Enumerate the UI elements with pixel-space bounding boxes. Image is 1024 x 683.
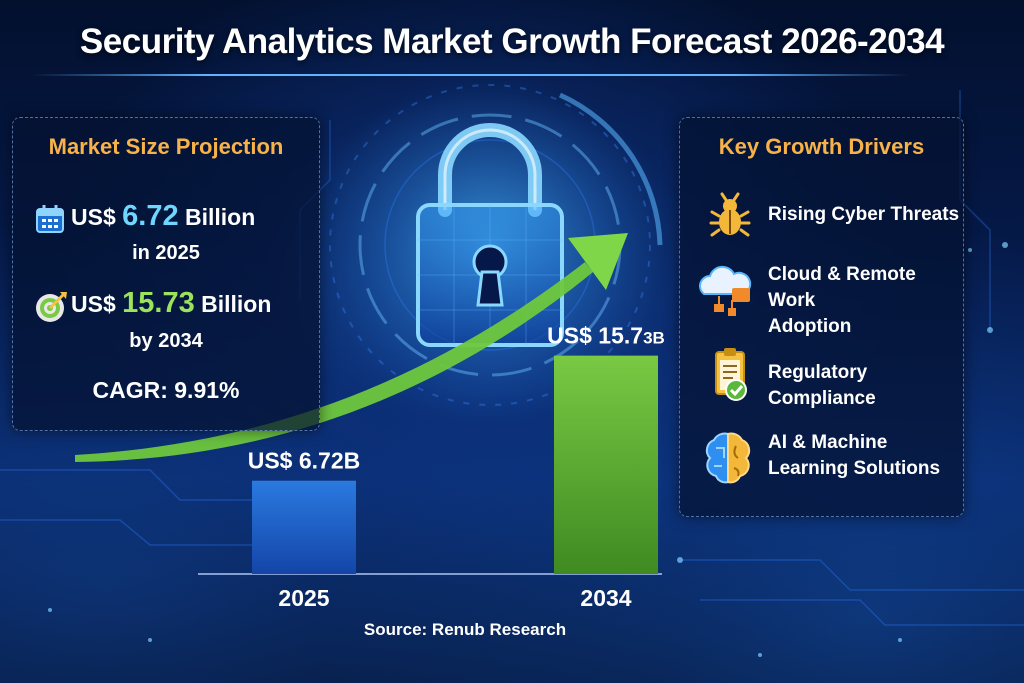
market-value-2034: 15.73 — [122, 287, 195, 319]
growth-drivers-panel: Key Growth Drivers Rising Cyber Threats — [679, 117, 964, 517]
driver-label-line: Adoption — [768, 316, 852, 337]
driver-label: AI & Machine Learning Solutions — [768, 430, 963, 482]
currency-prefix: US$ — [71, 204, 123, 230]
driver-label-line: Rising Cyber Threats — [768, 204, 960, 225]
market-size-heading: Market Size Projection — [48, 134, 284, 159]
data-label-2034: US$ 15.73B — [547, 323, 665, 349]
growth-arrow — [75, 233, 628, 462]
calendar-icon — [36, 205, 64, 233]
growth-drivers-heading: Key Growth Drivers — [718, 134, 925, 159]
driver-label-line: Cloud & Remote Work — [768, 264, 916, 311]
driver-item-cyber-threats: Rising Cyber Threats — [692, 188, 959, 248]
bug-icon — [709, 192, 751, 237]
brain-icon — [705, 432, 751, 484]
driver-item-compliance: Regulatory Compliance — [692, 346, 958, 409]
currency-prefix: US$ — [71, 291, 123, 317]
x-tick-2025: 2025 — [278, 585, 329, 611]
driver-label-line: Learning Solutions — [768, 458, 941, 479]
clipboard-check-icon — [715, 348, 747, 401]
driver-item-ai-ml: AI & Machine Learning Solutions — [692, 428, 958, 488]
bar-2025 — [252, 480, 356, 574]
cloud-network-icon — [699, 265, 752, 316]
market-year-2034: by 2034 — [129, 330, 203, 352]
driver-label: Regulatory Compliance — [768, 360, 963, 412]
market-size-panel: Market Size Projection US$ 6.72 Billion … — [12, 117, 320, 431]
market-year-2025: in 2025 — [132, 242, 200, 264]
title-divider — [30, 74, 910, 76]
driver-label-line: Regulatory Compliance — [768, 362, 876, 409]
padlock-icon — [416, 123, 564, 347]
market-size-2034: US$ 15.73 Billion — [71, 287, 271, 320]
driver-label-line: AI & Machine — [768, 432, 888, 453]
page-title: Security Analytics Market Growth Forecas… — [79, 22, 945, 61]
bar-2034 — [554, 355, 658, 574]
market-value-2025: 6.72 — [122, 200, 179, 232]
unit-suffix: Billion — [194, 291, 272, 317]
target-icon — [36, 292, 67, 322]
driver-label: Cloud & Remote Work Adoption — [768, 262, 963, 340]
source-caption: Source: Renub Research — [363, 620, 567, 639]
driver-label: Rising Cyber Threats — [768, 202, 963, 228]
unit-suffix: Billion — [178, 204, 256, 230]
market-size-2025: US$ 6.72 Billion — [71, 200, 255, 233]
cagr-label: CAGR: 9.91% — [92, 377, 240, 403]
data-label-2025: US$ 6.72B — [248, 448, 361, 474]
x-tick-2034: 2034 — [580, 585, 631, 611]
driver-item-cloud-remote: Cloud & Remote Work Adoption — [692, 260, 958, 337]
